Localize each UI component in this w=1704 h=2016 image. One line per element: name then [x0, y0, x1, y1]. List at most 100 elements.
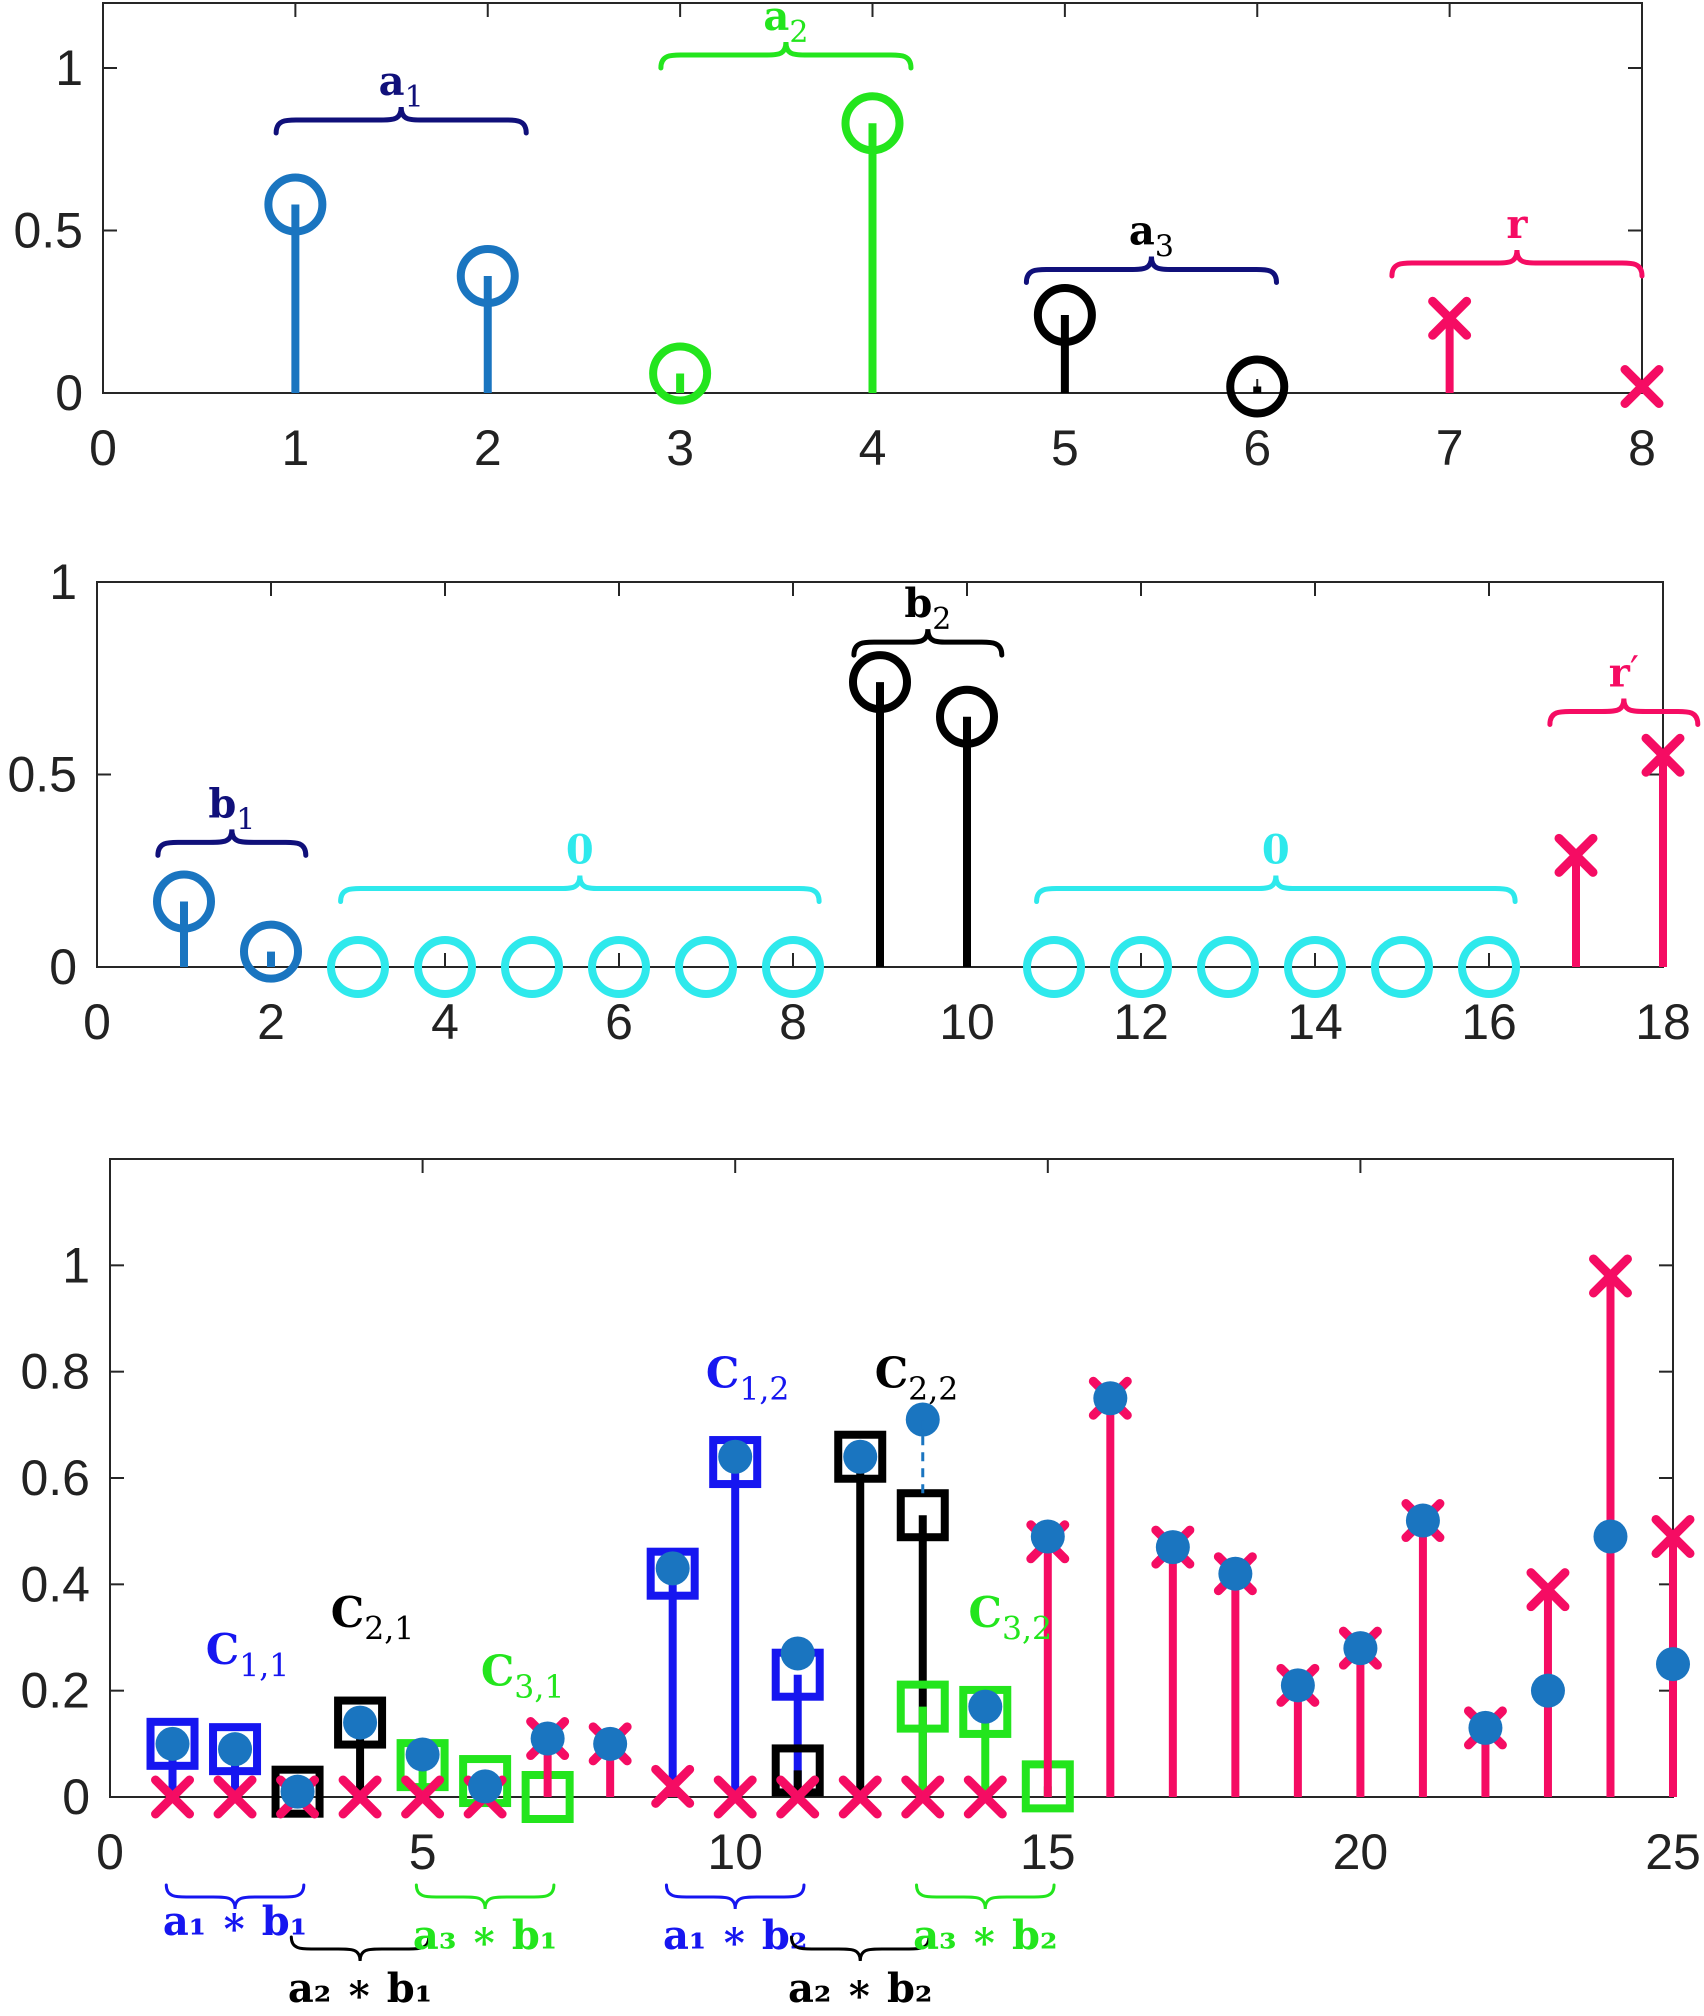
data-point-circle — [327, 936, 389, 998]
brace — [338, 875, 822, 905]
x-tick-label: 3 — [666, 420, 694, 476]
data-point-circle — [841, 92, 904, 155]
data-point-square — [896, 1680, 949, 1733]
data-point-cross — [1588, 1254, 1632, 1298]
data-point-cross — [1651, 1514, 1695, 1558]
y-tick-label: 0 — [62, 1769, 90, 1825]
x-tick-label: 0 — [83, 994, 111, 1050]
c-label: C3,2 — [969, 1588, 1053, 1648]
data-point-cross — [651, 1764, 695, 1808]
product-label: a₁ ∗ b₁ — [163, 1898, 307, 1945]
product-label: a₁ ∗ b₂ — [663, 1912, 807, 1959]
data-point-dot — [780, 1636, 815, 1671]
brace — [289, 1935, 431, 1962]
x-tick-label: 8 — [779, 994, 807, 1050]
brace-label: b2 — [904, 580, 951, 637]
data-point-dot — [1218, 1556, 1253, 1591]
data-point-circle — [1371, 936, 1433, 998]
x-tick-label: 1 — [281, 420, 309, 476]
data-point-cross — [1620, 365, 1664, 408]
brace — [1547, 698, 1701, 727]
data-point-square — [209, 1723, 262, 1776]
data-point-square — [271, 1765, 324, 1818]
data-point-circle — [240, 920, 302, 983]
brace — [155, 829, 309, 858]
x-tick-label: 6 — [1243, 420, 1271, 476]
brace — [658, 41, 914, 71]
brace-label: a3 — [1129, 208, 1174, 265]
data-point-circle — [264, 173, 327, 236]
data-point-dot — [1405, 1503, 1440, 1538]
product-label: a₂ ∗ b₂ — [788, 1965, 932, 2012]
y-tick-label: 0.4 — [20, 1556, 90, 1612]
y-tick-label: 1 — [49, 554, 77, 610]
data-point-dot — [1155, 1530, 1190, 1565]
product-label: a₃ ∗ b₁ — [413, 1912, 557, 1959]
brace — [664, 1883, 806, 1910]
data-point-cross — [838, 1775, 882, 1819]
y-tick-label: 1 — [62, 1237, 90, 1293]
y-tick-label: 0.5 — [13, 203, 83, 259]
data-point-dot — [1280, 1668, 1315, 1703]
data-point-cross — [713, 1775, 757, 1819]
data-point-circle — [1197, 936, 1259, 998]
y-tick-label: 0.6 — [20, 1450, 90, 1506]
x-tick-label: 5 — [409, 1824, 437, 1880]
data-point-dot — [155, 1726, 190, 1761]
chart-panel-1: 0 1 2 3 4 5 6 7 8 0 0.5 1 a1 a2 a3 r — [13, 0, 1664, 476]
y-tick-label: 0 — [55, 365, 83, 421]
brace — [789, 1935, 931, 1962]
y-tick-label: 0 — [49, 939, 77, 995]
x-tick-label: 18 — [1635, 994, 1691, 1050]
data-point-dot — [905, 1402, 940, 1437]
data-point-dot — [1343, 1631, 1378, 1666]
data-point-circle — [675, 936, 737, 998]
x-tick-label: 25 — [1645, 1824, 1701, 1880]
data-point-cross — [1526, 1568, 1570, 1612]
data-point-dot — [1656, 1647, 1690, 1682]
data-point-circle — [414, 936, 476, 998]
x-tick-label: 14 — [1287, 994, 1343, 1050]
brace-label: a1 — [379, 58, 424, 115]
x-tick-label: 2 — [474, 420, 502, 476]
data-point-circle — [936, 685, 998, 748]
data-point-cross — [338, 1775, 382, 1819]
c-label: C2,2 — [875, 1349, 959, 1409]
x-tick-label: 0 — [89, 420, 117, 476]
x-tick-label: 2 — [257, 994, 285, 1050]
x-tick-label: 8 — [1628, 420, 1656, 476]
data-point-circle — [849, 651, 911, 714]
data-point-dot — [655, 1551, 690, 1586]
data-point-circle — [501, 936, 563, 998]
chart-panel-3: 0 5 10 15 20 25 0 0.2 0.4 0.6 0.8 1 C1,1 C2,1 C3,1 C1,2… — [20, 1158, 1701, 2012]
data-point-circle — [1284, 936, 1346, 998]
brace-label: r′ — [1609, 648, 1639, 696]
y-tick-label: 0.5 — [7, 747, 77, 803]
data-point-dot — [1093, 1381, 1128, 1416]
data-point-circle — [1226, 355, 1289, 418]
x-tick-label: 10 — [939, 994, 995, 1050]
data-point-dot — [1030, 1519, 1065, 1554]
brace — [915, 1883, 1056, 1910]
data-point-dot — [1530, 1673, 1565, 1708]
brace-label: a2 — [763, 0, 808, 50]
data-point-dot — [968, 1689, 1003, 1724]
brace — [1389, 249, 1645, 279]
data-point-square — [834, 1430, 887, 1483]
data-point-circle — [649, 342, 712, 405]
brace-label: r — [1506, 201, 1528, 248]
data-point-circle — [1458, 936, 1520, 998]
data-point-cross — [1554, 833, 1598, 877]
data-point-dot — [718, 1439, 753, 1474]
brace — [273, 106, 529, 136]
data-point-dot — [1593, 1519, 1628, 1554]
data-point-dot — [468, 1769, 503, 1804]
x-tick-label: 12 — [1113, 994, 1169, 1050]
data-point-circle — [153, 870, 215, 933]
data-point-square — [334, 1696, 387, 1749]
brace — [164, 1883, 306, 1910]
x-tick-label: 5 — [1051, 420, 1079, 476]
product-label: a₃ ∗ b₂ — [913, 1912, 1057, 1959]
c-label: C2,1 — [331, 1588, 415, 1648]
